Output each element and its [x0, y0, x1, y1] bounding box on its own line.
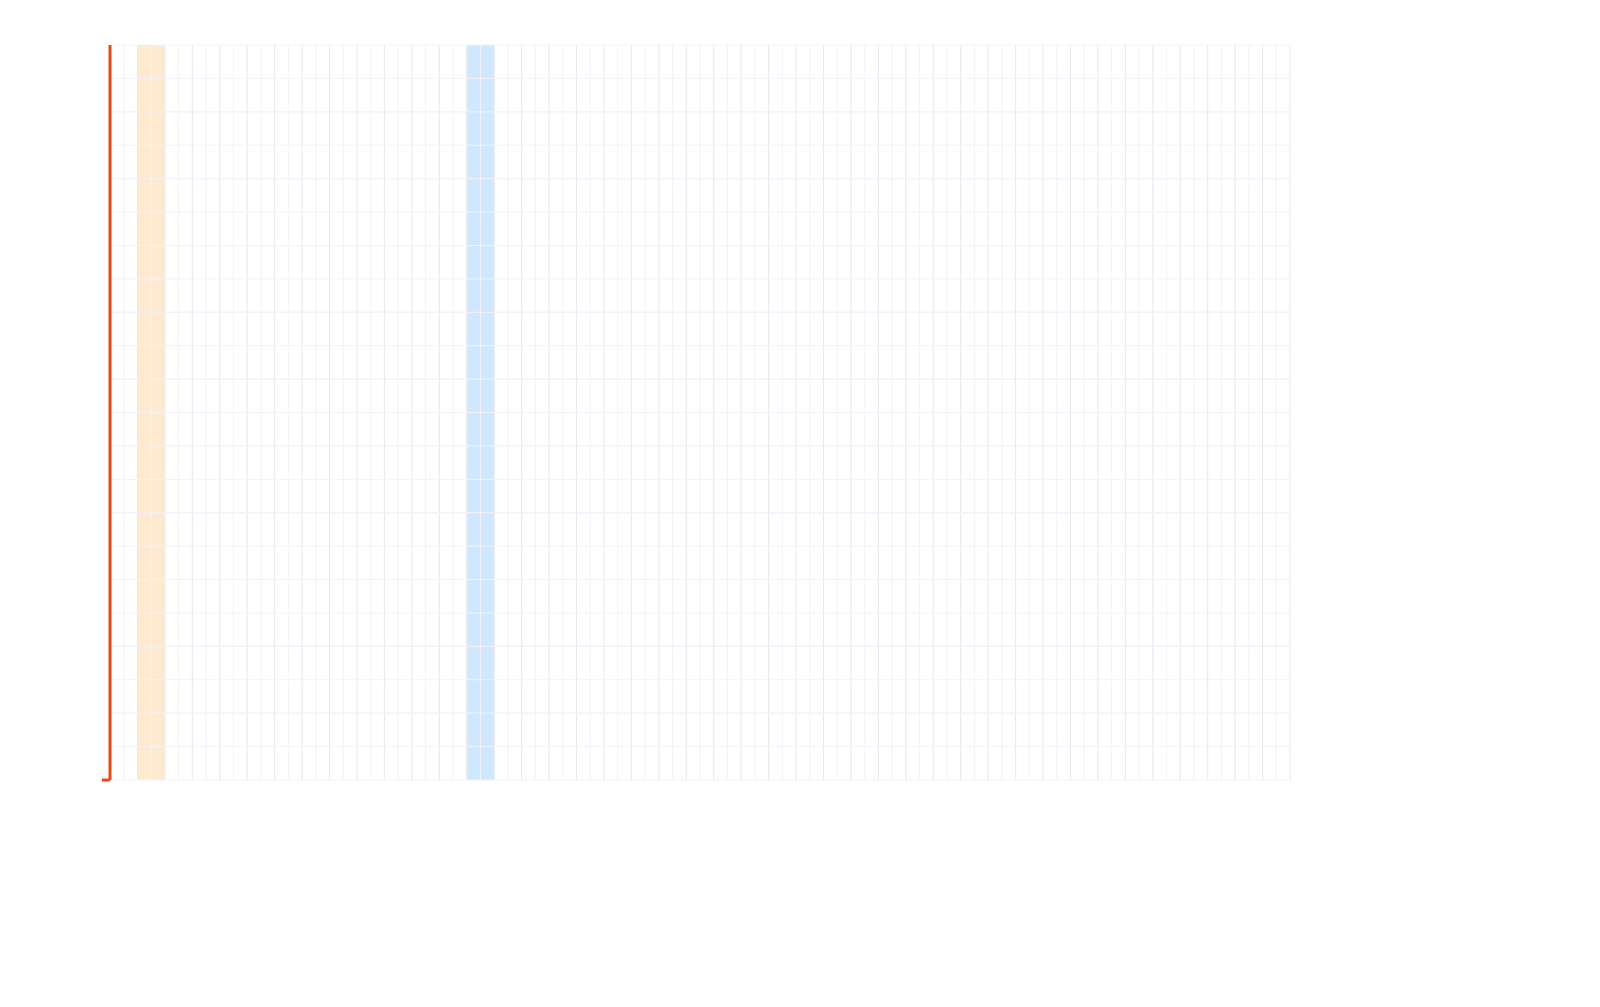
gpu-temperature-chart — [0, 0, 1600, 1007]
